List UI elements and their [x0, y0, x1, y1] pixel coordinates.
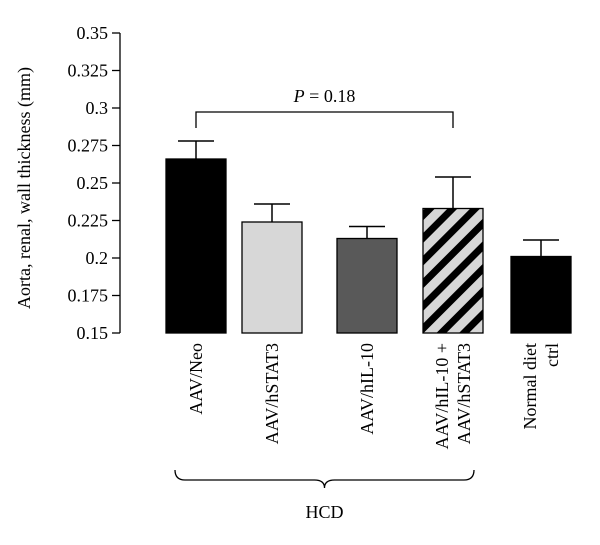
y-tick-label: 0.25 — [77, 173, 109, 193]
y-tick-label: 0.175 — [68, 286, 109, 306]
x-tick-label: AAV/hIL-10 — [357, 343, 377, 435]
p-value-annotation: P = 0.18 — [293, 86, 356, 106]
x-tick-label: AAV/Neo — [186, 343, 206, 415]
bar — [422, 207, 484, 334]
y-tick-label: 0.35 — [77, 23, 109, 43]
error-bars — [178, 140, 559, 257]
bar — [165, 158, 227, 334]
x-tick-label: ctrl — [542, 343, 562, 367]
y-tick-label: 0.325 — [68, 61, 109, 81]
hcd-group-label: HCD — [305, 502, 343, 522]
y-tick-label: 0.15 — [77, 323, 109, 343]
p-value-text: = 0.18 — [305, 86, 356, 106]
p-symbol: P — [293, 86, 305, 106]
bars — [165, 158, 572, 334]
x-tick-label: AAV/hSTAT3 — [262, 343, 282, 444]
y-tick-label: 0.3 — [86, 98, 109, 118]
bar — [241, 221, 303, 334]
y-tick-label: 0.225 — [68, 211, 109, 231]
bar — [510, 255, 572, 334]
y-ticks: 0.15 0.175 0.2 0.225 0.25 0.275 0.3 0.325 0.35 — [68, 23, 120, 343]
y-axis-label: Aorta, renal, wall thickness (mm) — [14, 67, 35, 309]
x-tick-label: Normal diet — [520, 343, 540, 429]
y-tick-label: 0.275 — [68, 136, 109, 156]
hcd-group-brace — [174, 469, 475, 489]
significance-bracket — [195, 111, 454, 128]
x-tick-label: AAV/hSTAT3 — [454, 343, 474, 444]
x-tick-label: AAV/hIL-10 + — [432, 343, 452, 449]
x-tick-labels: AAV/Neo AAV/hSTAT3 AAV/hIL-10 AAV/hIL-10 + A… — [186, 343, 562, 449]
bar — [336, 237, 398, 334]
y-tick-label: 0.2 — [86, 248, 109, 268]
